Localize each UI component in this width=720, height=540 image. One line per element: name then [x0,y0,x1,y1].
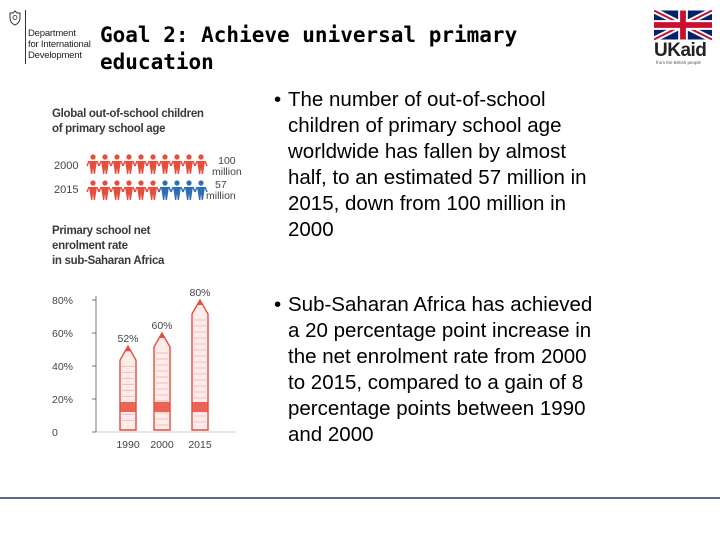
person-figure-icon [146,180,160,200]
people-pictogram [86,154,208,200]
bullet-line: 2000 [288,218,334,241]
pencil-bar [153,331,171,431]
org-name-line: Development [28,50,82,61]
bullet-line: 2015, down from 100 million in [288,192,567,215]
bullet-point: • The number of out-of-school children o… [274,87,688,243]
y-tick-label: 60% [52,328,73,340]
person-figure-icon [110,154,124,174]
person-figure-icon [122,180,136,200]
x-tick-label: 2000 [150,439,174,451]
figure2-title-line: Primary school net [52,225,151,237]
person-figure-icon [194,180,208,200]
person-figure-icon [122,154,136,174]
ukaid-wordmark: UKaid [654,40,707,61]
bullet-line: The number of out-of-school [288,88,546,111]
x-tick-label: 2015 [188,439,212,451]
bullet-line: to 2015, compared to a gain of 8 [288,371,584,394]
org-name-line: for International [28,39,91,50]
org-name: Department for International Development [28,28,91,61]
person-figure-icon [182,180,196,200]
row-value-2015: 57 million [206,180,236,202]
person-figure-icon [158,180,172,200]
figure2-title-line: enrolment rate [52,240,128,252]
person-figure-icon [98,154,112,174]
bullet-marker: • [274,293,282,316]
person-figure-icon [170,154,184,174]
slide-title: Goal 2: Achieve universal primary educat… [100,22,560,76]
bullet-line: and 2000 [288,423,374,446]
y-tick-label: 0 [52,427,58,439]
person-figure-icon [86,154,100,174]
bullet-point: • Sub-Saharan Africa has achieved a 20 p… [274,292,698,448]
row-value-2000: 100 million [212,156,242,178]
bullet-line: worldwide has fallen by almost [288,140,567,163]
person-figure-icon [146,154,160,174]
bullet-line: the net enrolment rate from 2000 [288,345,587,368]
bullet-line: percentage points between 1990 [288,397,586,420]
figure1-title: Global out-of-school children of primary… [52,107,204,137]
dfid-logo: Department for International Development [6,8,98,66]
pencil-bar [191,298,209,431]
org-name-line: Department [28,28,76,39]
person-figure-icon [110,180,124,200]
figure1-title-line: Global out-of-school children [52,108,204,120]
ukaid-logo: UKaid from the British people [654,10,712,66]
figure2-title: Primary school net enrolment rate in sub… [52,224,164,269]
enrolment-chart: 80% 60% 40% 20% 0 52% 1990 60% 2000 80% 2015 [52,287,236,451]
person-figure-icon [182,154,196,174]
data-label: 52% [117,333,138,345]
row-year-2000: 2000 [54,160,79,172]
person-figure-icon [134,180,148,200]
row-value-number: 57 [215,179,227,191]
logo-divider [25,10,26,64]
bullet-marker: • [274,88,282,111]
person-figure-icon [170,180,184,200]
bullet-line: children of primary school age [288,114,562,137]
slide-title-line: education [100,50,214,74]
ukaid-tagline: from the British people [656,60,702,65]
bullet-line: a 20 percentage point increase in [288,319,592,342]
person-figure-icon [98,180,112,200]
person-figure-icon [86,180,100,200]
bullet-line: half, to an estimated 57 million in [288,166,587,189]
figure1-title-line: of primary school age [52,123,166,135]
pencil-bar [119,344,137,431]
royal-crest-icon [9,10,21,26]
data-label: 80% [189,287,210,299]
row-value-unit: million [206,190,236,202]
person-figure-icon [194,154,208,174]
figure2-title-line: in sub-Saharan Africa [52,255,165,267]
y-tick-label: 20% [52,394,73,406]
row-year-2015: 2015 [54,184,79,196]
slide-title-line: Goal 2: Achieve universal primary [100,23,518,47]
row-value-number: 100 [218,155,236,167]
union-jack-icon [654,10,712,40]
x-tick-label: 1990 [116,439,140,451]
footer-divider [0,497,720,499]
row-value-unit: million [212,166,242,178]
y-tick-label: 40% [52,361,73,373]
bullet-line: Sub-Saharan Africa has achieved [288,293,593,316]
person-figure-icon [158,154,172,174]
data-label: 60% [151,320,172,332]
person-figure-icon [134,154,148,174]
y-tick-label: 80% [52,295,73,307]
